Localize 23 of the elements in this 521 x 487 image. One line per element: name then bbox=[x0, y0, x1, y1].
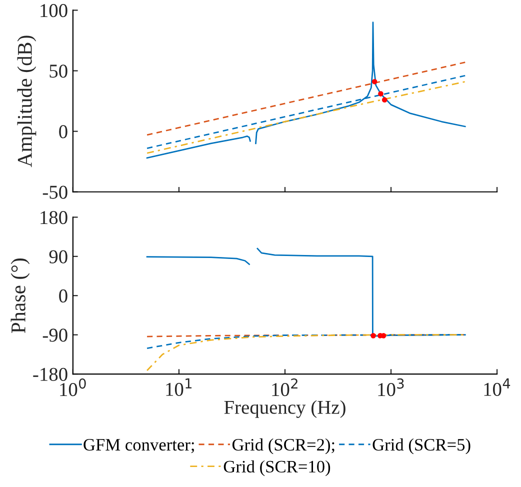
point bbox=[382, 97, 388, 102]
line-series bbox=[146, 62, 466, 136]
legend-label: Grid (SCR=2); bbox=[232, 438, 334, 454]
y-tick-label: 180 bbox=[40, 211, 68, 224]
x-axis-title: Frequency (Hz) bbox=[224, 400, 346, 418]
y-tick-label: 0 bbox=[59, 125, 68, 138]
legend-label: Grid (SCR=10) bbox=[224, 460, 330, 476]
point bbox=[378, 91, 384, 96]
x-tick-label: 10$^{4}$ bbox=[484, 378, 510, 396]
legend-label: GFM converter; bbox=[84, 438, 194, 454]
y-tick-label: 50 bbox=[50, 64, 68, 78]
y-tick-label: -50 bbox=[42, 186, 68, 199]
y-axis-title: Phase (°) bbox=[10, 258, 30, 334]
y-tick-label: 90 bbox=[49, 250, 68, 264]
x-tick-label: 10$^{1}$ bbox=[166, 378, 192, 396]
y-tick-label: 100 bbox=[40, 4, 68, 18]
x-tick-label: 10$^{3}$ bbox=[378, 378, 404, 396]
y-tick-label: 0 bbox=[59, 289, 68, 303]
x-tick-label: 10$^{2}$ bbox=[272, 378, 298, 396]
y-axis-title: Amplitude (dB) bbox=[17, 36, 36, 168]
point bbox=[372, 79, 378, 84]
y-tick-label: -90 bbox=[42, 328, 68, 342]
legend-label: Grid (SCR=5) bbox=[372, 438, 470, 454]
